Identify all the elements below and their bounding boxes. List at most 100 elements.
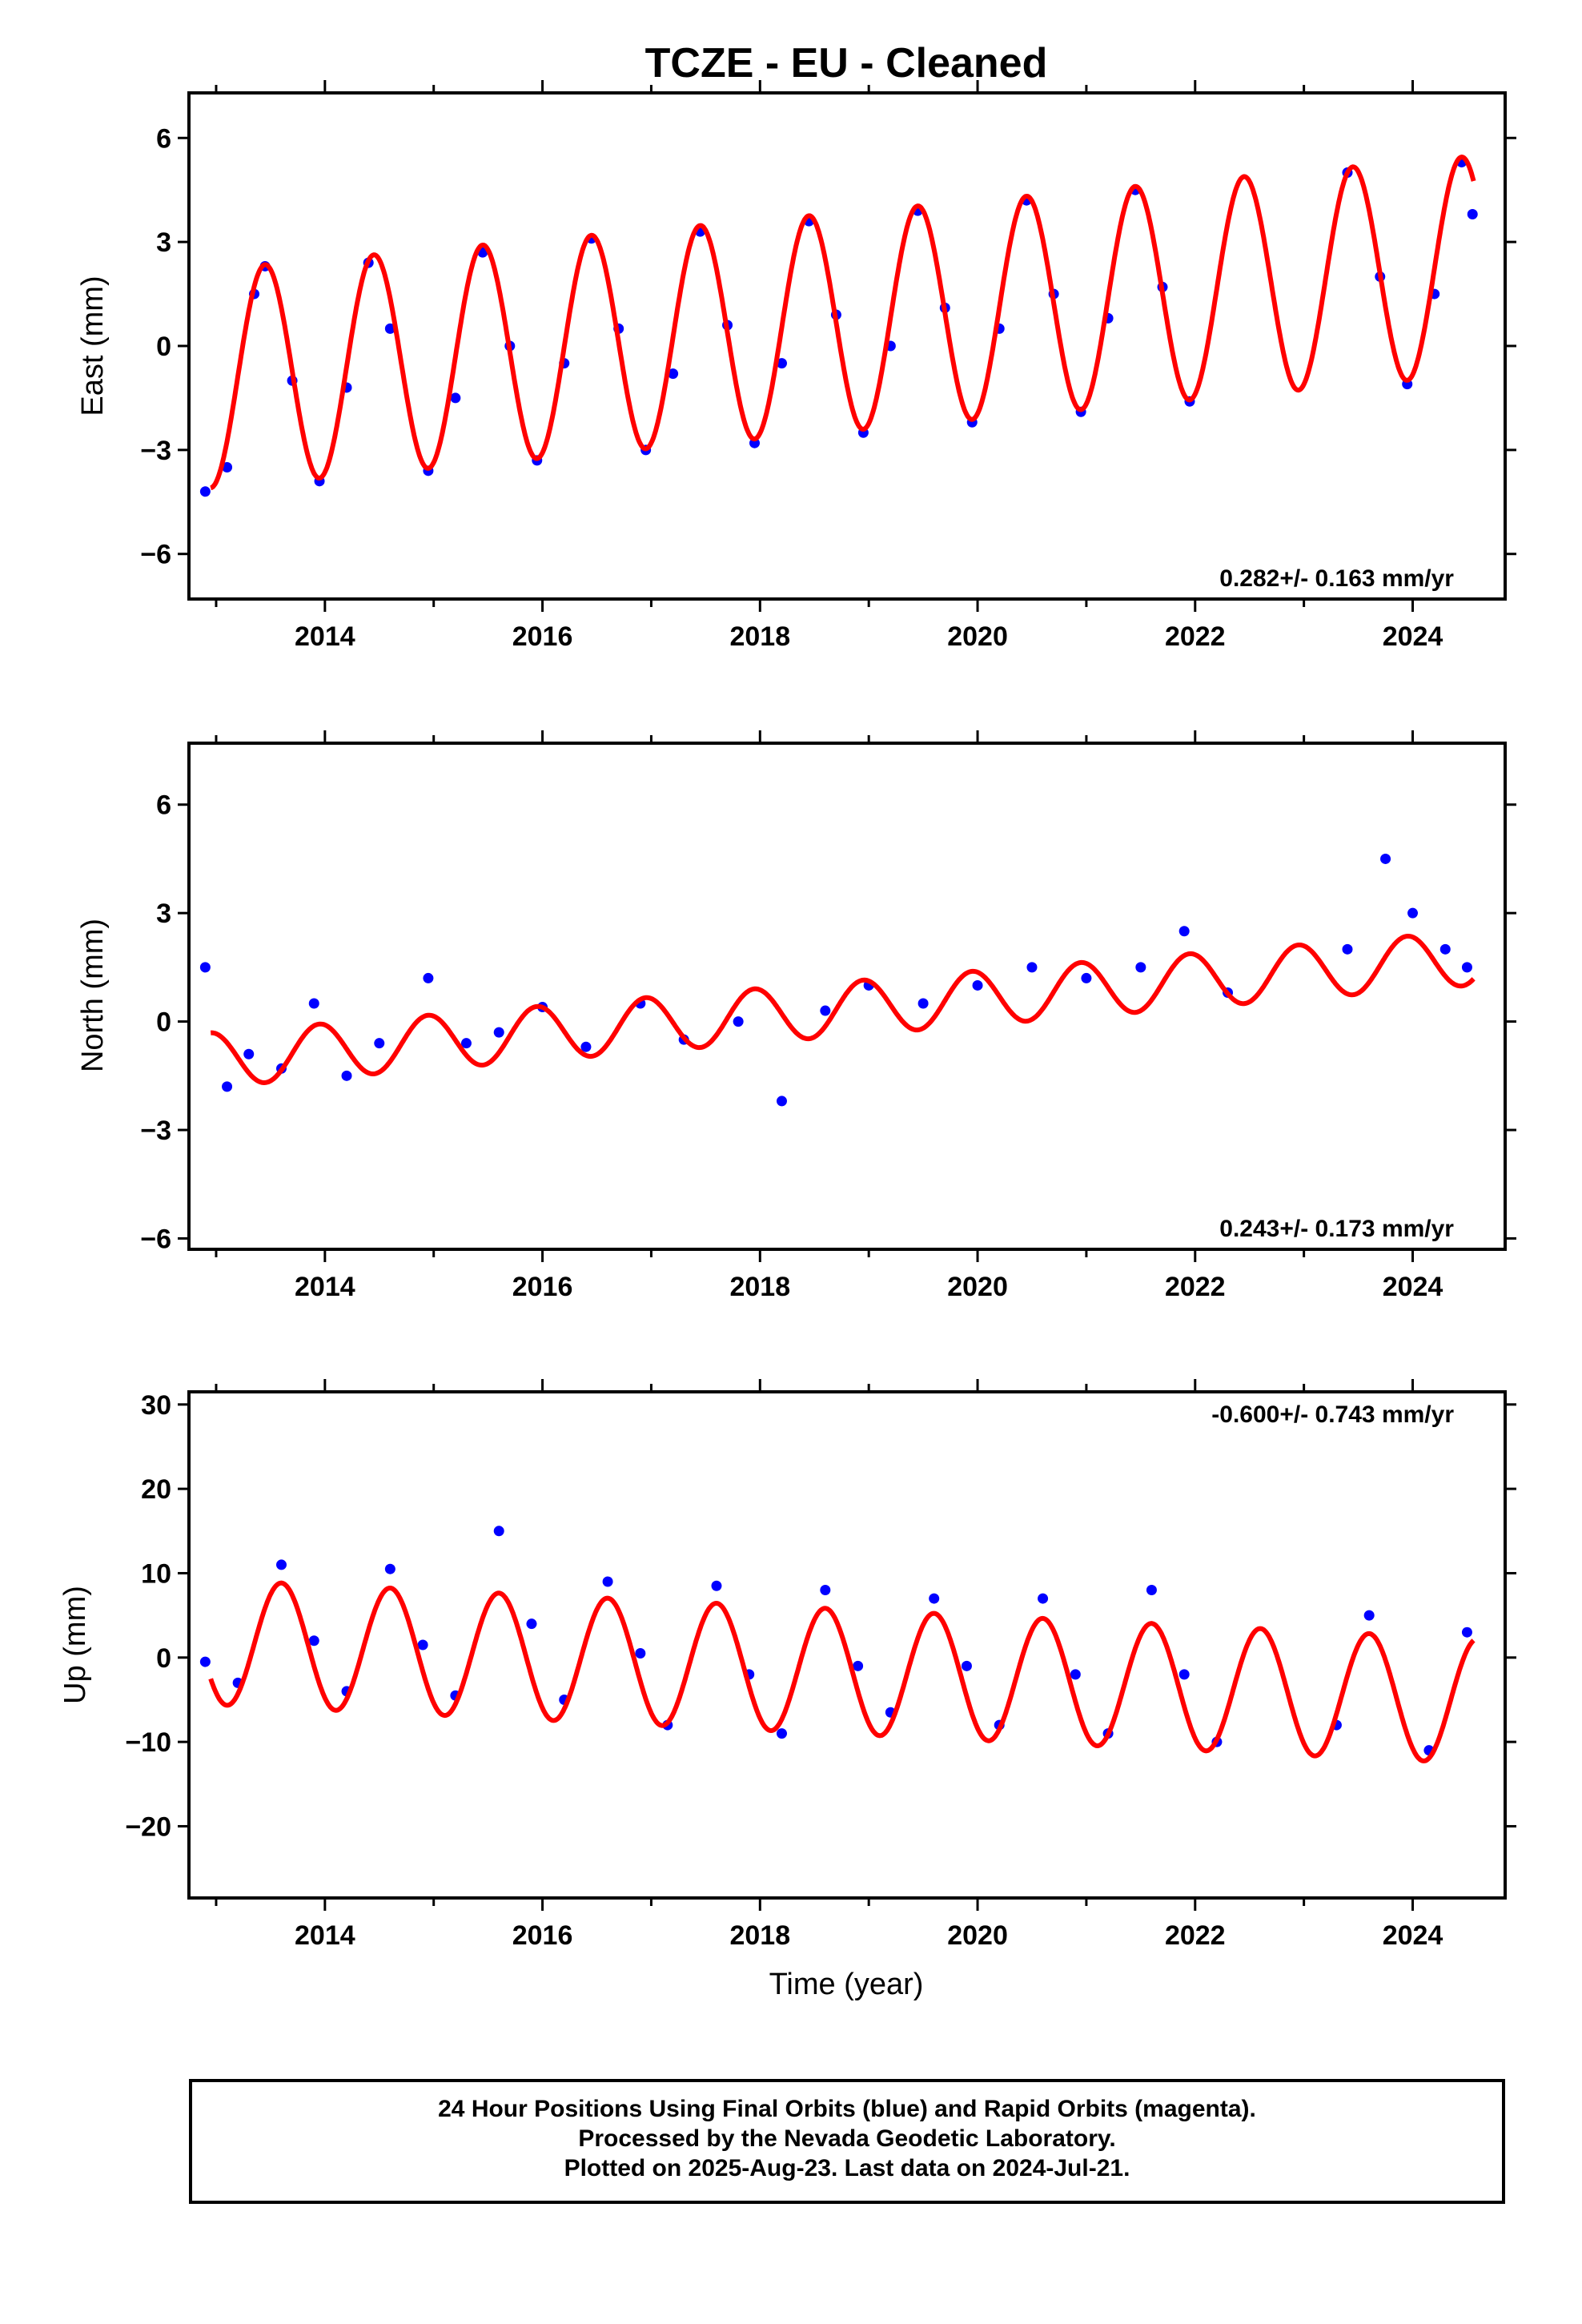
up-y-tick-label: 20	[141, 1474, 171, 1505]
north-y-axis-label: North (mm)	[76, 919, 110, 1072]
east-x-tick-label: 2014	[295, 621, 355, 652]
north-data-point	[460, 1038, 472, 1049]
north-x-tick-label: 2024	[1383, 1272, 1443, 1302]
north-x-tick-label: 2016	[512, 1272, 573, 1302]
east-rate-label: 0.282+/- 0.163 mm/yr	[1219, 565, 1454, 592]
up-data-point	[635, 1648, 646, 1659]
footer-box: 24 Hour Positions Using Final Orbits (bl…	[189, 2079, 1505, 2204]
north-data-point	[1026, 962, 1038, 973]
up-y-tick-label: −20	[125, 1811, 171, 1842]
east-y-tick-label: 6	[156, 123, 171, 154]
east-data-point	[776, 358, 787, 369]
footer-line-1: 24 Hour Positions Using Final Orbits (bl…	[438, 2096, 1256, 2122]
up-plot-area	[199, 1526, 1476, 1763]
up-data-point	[602, 1576, 613, 1587]
north-y-tick-label: 0	[156, 1007, 171, 1038]
up-data-point	[961, 1660, 972, 1671]
north-panel: North (mm) −6 −3 0 3 6 2014 2016 2018 2020 2022 20…	[76, 730, 1516, 1302]
north-data-point	[1178, 926, 1190, 937]
north-data-point	[917, 998, 929, 1009]
north-data-point	[972, 979, 983, 991]
east-data-point	[450, 392, 461, 404]
east-y-tick-label: −6	[140, 540, 171, 570]
east-plot-area	[199, 155, 1478, 497]
x-axis-label: Time (year)	[769, 1968, 924, 2001]
north-data-point	[1380, 853, 1391, 864]
up-x-tick-label: 2014	[295, 1920, 355, 1951]
north-data-point	[341, 1070, 352, 1081]
north-data-point	[580, 1041, 592, 1052]
chart-title: TCZE - EU - Cleaned	[645, 40, 1048, 86]
up-data-point	[1070, 1669, 1081, 1680]
up-data-point	[1038, 1593, 1049, 1604]
up-y-tick-label: 10	[141, 1558, 171, 1589]
east-y-tick-label: −3	[140, 436, 171, 466]
north-data-point	[374, 1038, 385, 1049]
up-data-point	[1146, 1585, 1157, 1596]
east-x-tick-label: 2020	[947, 621, 1008, 652]
east-data-point	[1467, 209, 1478, 220]
up-data-point	[711, 1580, 722, 1591]
north-x-tick-label: 2022	[1165, 1272, 1226, 1302]
up-data-point	[275, 1559, 287, 1570]
north-y-tick-label: −3	[140, 1116, 171, 1146]
north-plot-frame	[187, 742, 1507, 1251]
up-x-tick-label: 2022	[1165, 1920, 1226, 1951]
up-plot-frame	[187, 1390, 1507, 1900]
north-rate-label: 0.243+/- 0.173 mm/yr	[1219, 1216, 1454, 1242]
up-data-point	[417, 1639, 428, 1651]
east-y-axis-label: East (mm)	[76, 275, 110, 416]
up-data-point	[1363, 1610, 1375, 1621]
north-data-point	[733, 1016, 744, 1027]
north-x-tick-label: 2020	[947, 1272, 1008, 1302]
north-data-point	[1342, 943, 1353, 955]
up-rate-label: -0.600+/- 0.743 mm/yr	[1211, 1401, 1454, 1428]
up-data-point	[929, 1593, 940, 1604]
north-data-point	[222, 1081, 233, 1092]
north-y-tick-label: 3	[156, 899, 171, 929]
north-data-point	[776, 1096, 787, 1107]
up-data-point	[853, 1660, 864, 1671]
up-x-tick-label: 2020	[947, 1920, 1008, 1951]
east-plot-frame	[187, 91, 1507, 601]
up-data-point	[820, 1585, 831, 1596]
north-data-point	[243, 1048, 255, 1059]
up-data-point	[308, 1635, 319, 1647]
north-data-point	[1407, 907, 1419, 919]
up-y-tick-label: 30	[141, 1390, 171, 1421]
east-x-tick-label: 2022	[1165, 621, 1226, 652]
north-data-point	[1081, 972, 1092, 983]
up-fit-curve	[208, 1580, 1476, 1763]
north-y-tick-label: 6	[156, 790, 171, 821]
east-data-point	[668, 368, 679, 380]
up-data-point	[776, 1728, 787, 1739]
north-data-point	[199, 962, 211, 973]
north-x-tick-label: 2014	[295, 1272, 355, 1302]
footer-line-3: Plotted on 2025-Aug-23. Last data on 202…	[564, 2155, 1130, 2181]
footer-line-2: Processed by the Nevada Geodetic Laborat…	[578, 2125, 1115, 2152]
east-y-tick-label: 3	[156, 227, 171, 258]
up-y-axis-label: Up (mm)	[58, 1586, 92, 1704]
north-plot-area	[199, 853, 1476, 1107]
up-data-point	[526, 1618, 537, 1630]
north-data-point	[820, 1005, 831, 1016]
up-data-point	[384, 1563, 396, 1574]
north-fit-curve	[210, 934, 1476, 1086]
footer-frame	[189, 2079, 1505, 2204]
north-x-tick-label: 2018	[729, 1272, 790, 1302]
north-data-point	[423, 972, 434, 983]
east-x-tick-label: 2018	[729, 621, 790, 652]
north-data-point	[493, 1027, 504, 1038]
up-panel: Up (mm) −20 −10 0 10 20 30 2014 2016 2018 2020 202…	[58, 1379, 1516, 1951]
north-data-point	[1461, 962, 1472, 973]
east-data-point	[199, 486, 211, 497]
up-x-tick-label: 2024	[1383, 1920, 1443, 1951]
up-x-tick-label: 2018	[729, 1920, 790, 1951]
east-x-tick-label: 2016	[512, 621, 573, 652]
up-data-point	[1461, 1626, 1472, 1638]
up-data-point	[1178, 1669, 1190, 1680]
up-x-tick-label: 2016	[512, 1920, 573, 1951]
north-data-point	[1135, 962, 1146, 973]
north-y-tick-label: −6	[140, 1224, 171, 1254]
